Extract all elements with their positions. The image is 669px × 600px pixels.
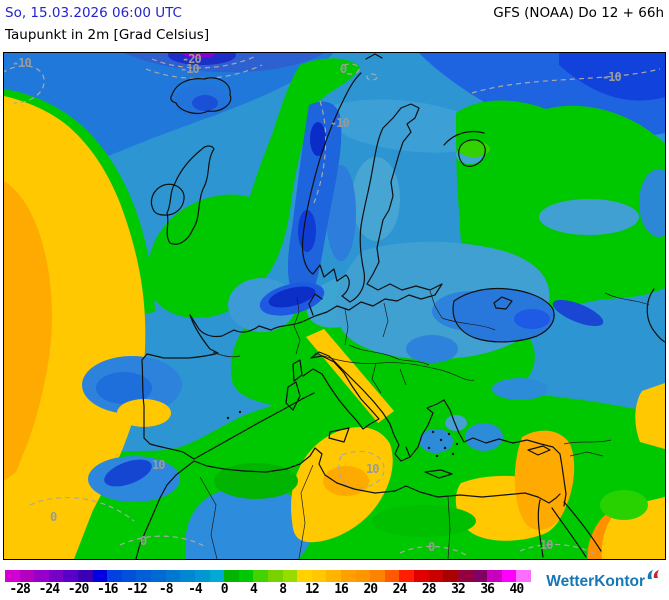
legend-color-cell: [19, 570, 35, 582]
legend-tick-label: -16: [97, 582, 119, 597]
legend-color-cell: [428, 570, 444, 582]
weather-map: -10 -20 -10 0 -10 -10 10 0 0 10 0 10: [3, 52, 666, 560]
legend-color-cell: [238, 570, 254, 582]
green-texture: [214, 141, 648, 537]
legend-tick-label: -12: [126, 582, 148, 597]
legend-color-cell: [297, 570, 312, 582]
legend-color-bar: [5, 570, 531, 582]
legend-color-cell: [180, 570, 195, 582]
legend-color-cell: [516, 570, 531, 582]
legend-tick-label: -8: [158, 582, 174, 597]
legend-color-cell: [311, 570, 327, 582]
legend-tick-label: -24: [38, 582, 61, 597]
legend-tick-label: 12: [305, 582, 320, 597]
legend-color-cell: [443, 570, 458, 582]
legend-color-cell: [165, 570, 181, 582]
legend-color-cell: [355, 570, 371, 582]
legend-color-cell: [194, 570, 210, 582]
legend-color-cell: [136, 570, 152, 582]
logo-swoosh-icon: [647, 570, 659, 579]
island-dots: [226, 410, 459, 458]
legend-tick-label: 0: [220, 582, 229, 597]
legend-tick-label: 16: [334, 582, 349, 597]
legend-tick-label: -28: [9, 582, 31, 597]
legend-tick-label: 20: [363, 582, 378, 597]
legend-tick-label: -4: [188, 582, 203, 597]
legend-color-cell: [370, 570, 385, 582]
legend-color-cell: [121, 570, 137, 582]
legend-color-cell: [414, 570, 429, 582]
iceland: [174, 84, 228, 118]
legend-color-cell: [92, 570, 108, 582]
coastlines: [135, 53, 665, 559]
legend-tick-label: 24: [392, 582, 408, 597]
parameter-label: Taupunkt in 2m [Grad Celsius]: [5, 27, 210, 43]
legend-tick-label: 28: [421, 582, 437, 597]
legend-tick-label: 40: [509, 582, 525, 597]
legend-color-cell: [326, 570, 342, 582]
legend-color-cell: [487, 570, 502, 582]
dewpoint-map-graphic: [4, 53, 665, 559]
legend-color-cell: [282, 570, 298, 582]
legend-color-cell: [107, 570, 122, 582]
map-datetime: So, 15.03.2026 06:00 UTC: [5, 5, 182, 21]
legend-color-cell: [209, 570, 225, 582]
legend-tick-label: 8: [279, 582, 287, 597]
legend-color-cell: [341, 570, 356, 582]
legend-color-cell: [48, 570, 64, 582]
legend-color-cell: [224, 570, 239, 582]
legend-tick-label: 32: [451, 582, 466, 597]
wetterkontor-logo-text: WetterKontor: [546, 573, 645, 590]
model-run-label: GFS (NOAA) Do 12 + 66h: [493, 5, 664, 21]
country-borders: [199, 290, 650, 559]
legend-color-cell: [399, 570, 415, 582]
legend-tick-label: 4: [249, 582, 258, 597]
legend-color-cell: [472, 570, 488, 582]
legend-color-cell: [501, 570, 517, 582]
legend-color-cell: [78, 570, 93, 582]
legend-color-cell: [253, 570, 268, 582]
legend-tick-label: 36: [480, 582, 495, 597]
legend-tick-label: -20: [67, 582, 90, 597]
legend-color-cell: [457, 570, 473, 582]
legend-color-cell: [267, 570, 283, 582]
legend-color-cell: [151, 570, 166, 582]
south-blues: [82, 282, 604, 559]
west-atlantic-orange: [4, 96, 146, 559]
legend-color-cell: [63, 570, 79, 582]
legend-color-cell: [5, 570, 20, 582]
wetterkontor-logo[interactable]: WetterKontor: [546, 570, 661, 590]
legend-color-cell: [34, 570, 49, 582]
legend-color-cell: [384, 570, 400, 582]
